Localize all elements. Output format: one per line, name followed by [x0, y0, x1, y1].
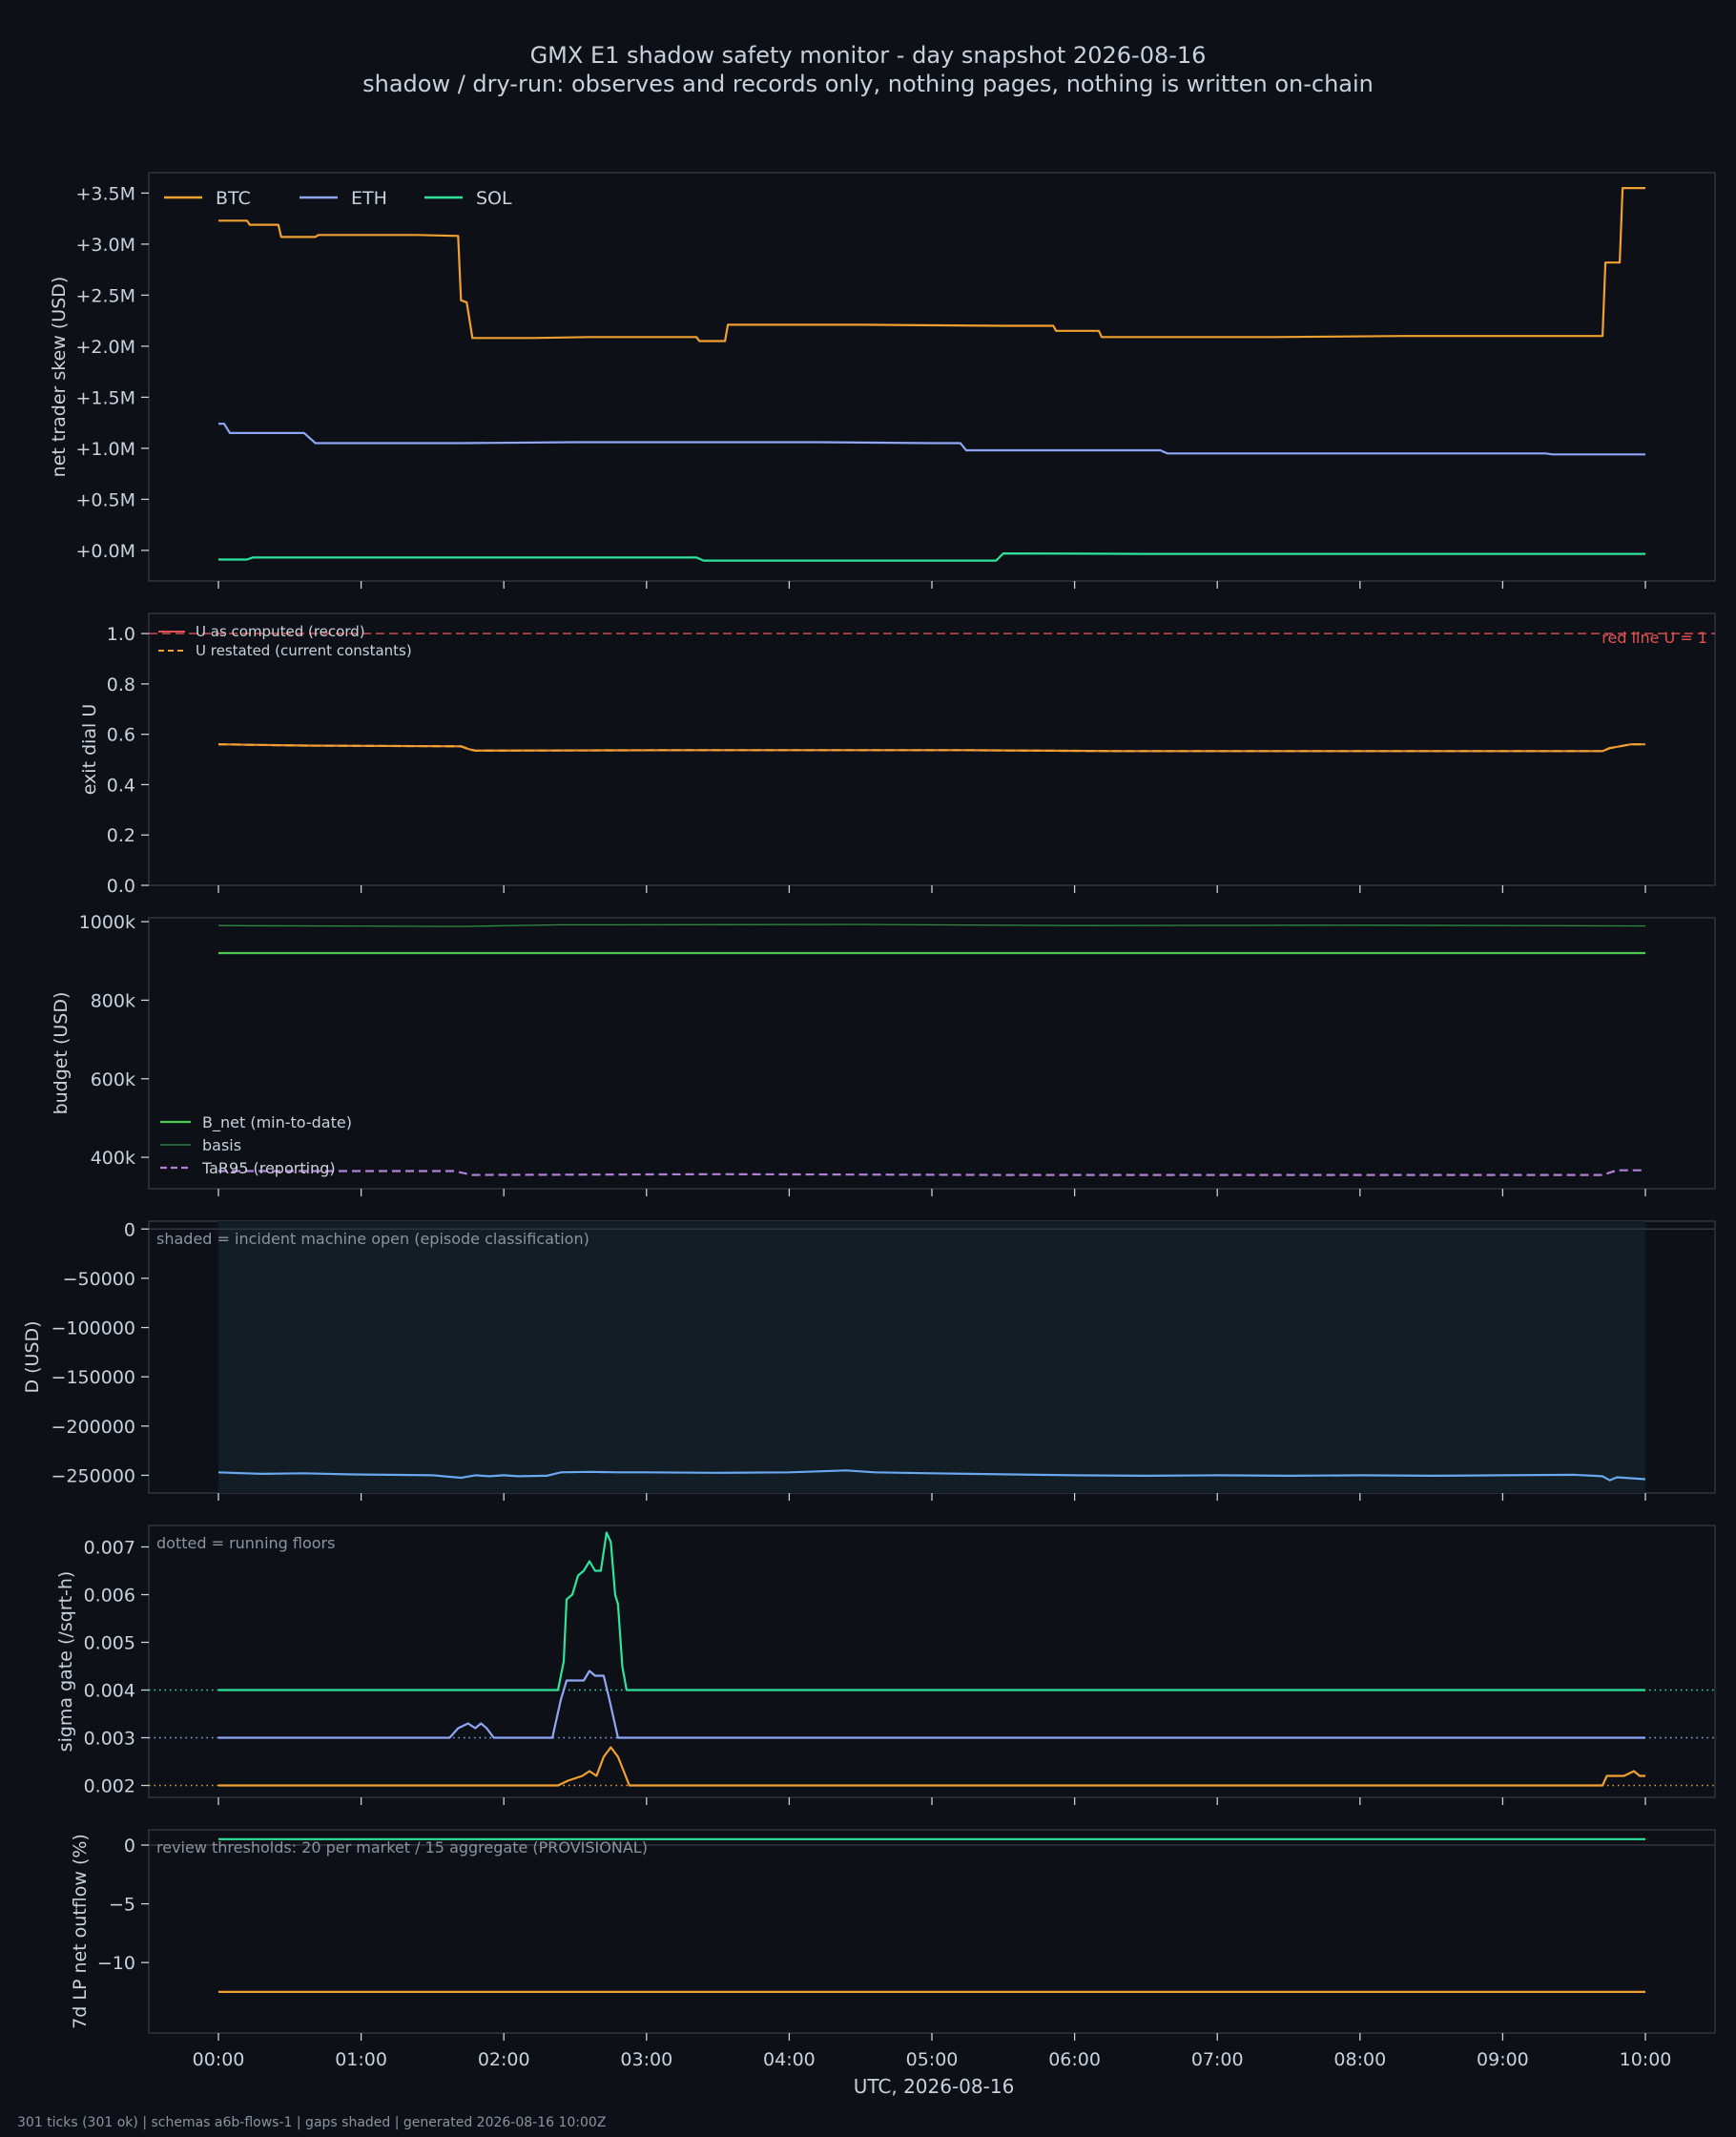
panel-skew: +0.0M +0.5M +1.0M +1.5M +2.0M +2.5M +3.0M +3.5M… [49, 172, 1716, 589]
series-line-sol [218, 1531, 1645, 1691]
panel-frame [148, 172, 1716, 582]
series-line-d [217, 1469, 1646, 1482]
chart-title: GMX E1 shadow safety monitor - day snaps… [529, 42, 1207, 69]
y-tick-label: 0 [124, 1219, 135, 1240]
panel-frame [148, 1829, 1716, 2034]
y-tick-label: +3.0M [75, 235, 135, 256]
series-line-eth [218, 1670, 1645, 1739]
annotation: dotted = running floors [156, 1534, 335, 1552]
y-tick-label: 0.004 [84, 1681, 135, 1702]
y-tick-label: +0.5M [75, 489, 135, 510]
panel-exit_dial: 0.0 0.2 0.4 0.6 0.8 1.0 exit dial U red line U … [79, 612, 1716, 897]
x-tick-label: 09:00 [1477, 2049, 1529, 2070]
incident-shade [218, 1221, 1645, 1493]
legend-label: SOL [476, 188, 512, 209]
legend-label: basis [202, 1136, 241, 1154]
y-tick-label: +2.5M [75, 285, 135, 306]
panel-lp_outflow: 0 −5 −10 00:00 01:00 02:00 03:00 04:00 05:00 06:0… [70, 1829, 1716, 2098]
annotation-redline: red line U = 1 [1602, 629, 1707, 647]
y-axis-label: sigma gate (/sqrt-h) [55, 1571, 76, 1753]
panel-frame [148, 917, 1716, 1190]
series-line-basis [217, 923, 1646, 927]
legend-label: B_net (min-to-date) [202, 1113, 352, 1132]
x-tick-label: 06:00 [1048, 2049, 1101, 2070]
series-line-tar95-reporting- [218, 1169, 1645, 1176]
legend-label: BTC [216, 188, 251, 209]
series-line-sol [218, 551, 1645, 562]
y-tick-label: 0.0 [107, 876, 135, 897]
y-tick-label: +1.0M [75, 439, 135, 460]
y-tick-label: −5 [109, 1895, 135, 1916]
y-tick-label: +3.5M [75, 183, 135, 204]
y-axis-label: budget (USD) [51, 992, 72, 1115]
y-tick-label: −50000 [63, 1269, 135, 1290]
panel-sigma_gate: 0.002 0.003 0.004 0.005 0.006 0.007 sigma gate… [55, 1525, 1716, 1805]
y-tick-label: 0 [124, 1836, 135, 1857]
y-tick-label: −150000 [52, 1367, 135, 1388]
y-axis-label: D (USD) [22, 1320, 43, 1393]
legend-label: TaR95 (reporting) [201, 1159, 336, 1177]
y-tick-label: +2.0M [75, 337, 135, 358]
annotation: review thresholds: 20 per market / 15 ag… [156, 1838, 648, 1857]
x-tick-label: 05:00 [906, 2049, 959, 2070]
y-tick-label: 0.6 [107, 725, 135, 746]
y-tick-label: 800k [91, 990, 135, 1011]
panel-frame [148, 1525, 1716, 1798]
y-tick-label: 0.2 [107, 825, 135, 846]
x-tick-label: 10:00 [1620, 2049, 1672, 2070]
panel-budget: 400k 600k 800k 1000k budget (USD) B_net (min-… [51, 912, 1716, 1196]
y-axis-label: exit dial U [79, 704, 100, 796]
y-tick-label: −100000 [52, 1318, 135, 1339]
series-line-btc [218, 187, 1645, 342]
footer-status: 301 ticks (301 ok) | schemas a6b-flows-1… [17, 2115, 607, 2130]
panel-drawdown: 0 −50000 −100000 −150000 −200000 −250000 D (US… [22, 1219, 1716, 1501]
legend-label: U as computed (record) [196, 623, 365, 640]
x-tick-label: 02:00 [478, 2049, 530, 2070]
y-tick-label: −200000 [52, 1417, 135, 1438]
x-tick-label: 03:00 [620, 2049, 672, 2070]
y-tick-label: 0.8 [107, 674, 135, 695]
y-tick-label: −250000 [52, 1465, 135, 1486]
series-line-u-restated-current-constants- [217, 743, 1645, 753]
x-tick-label: 04:00 [763, 2049, 816, 2070]
y-tick-label: 1000k [79, 912, 135, 933]
series-line-eth [218, 423, 1645, 456]
y-tick-label: 0.005 [84, 1633, 135, 1654]
y-tick-label: −10 [97, 1953, 135, 1974]
x-axis-label: UTC, 2026-08-16 [854, 2075, 1015, 2098]
y-tick-label: 1.0 [107, 624, 135, 645]
y-axis-label: net trader skew (USD) [49, 277, 70, 478]
legend-label: ETH [351, 188, 387, 209]
y-tick-label: 400k [91, 1148, 135, 1169]
y-tick-label: 0.007 [84, 1538, 135, 1559]
annotation: shaded = incident machine open (episode … [156, 1230, 589, 1248]
chart-subtitle: shadow / dry-run: observes and records o… [362, 71, 1374, 97]
y-axis-label: 7d LP net outflow (%) [70, 1834, 91, 2029]
y-tick-label: +0.0M [75, 541, 135, 562]
x-tick-label: 08:00 [1333, 2049, 1386, 2070]
y-tick-label: +1.5M [75, 387, 135, 408]
x-tick-label: 00:00 [193, 2049, 245, 2070]
legend-label: U restated (current constants) [196, 642, 412, 659]
y-tick-label: 0.003 [84, 1729, 135, 1750]
series-line-btc [218, 1746, 1645, 1787]
y-tick-label: 0.006 [84, 1586, 135, 1607]
x-tick-label: 01:00 [335, 2049, 387, 2070]
y-tick-label: 600k [91, 1069, 135, 1090]
x-tick-label: 07:00 [1191, 2049, 1244, 2070]
y-tick-label: 0.4 [107, 775, 135, 796]
y-tick-label: 0.002 [84, 1776, 135, 1797]
